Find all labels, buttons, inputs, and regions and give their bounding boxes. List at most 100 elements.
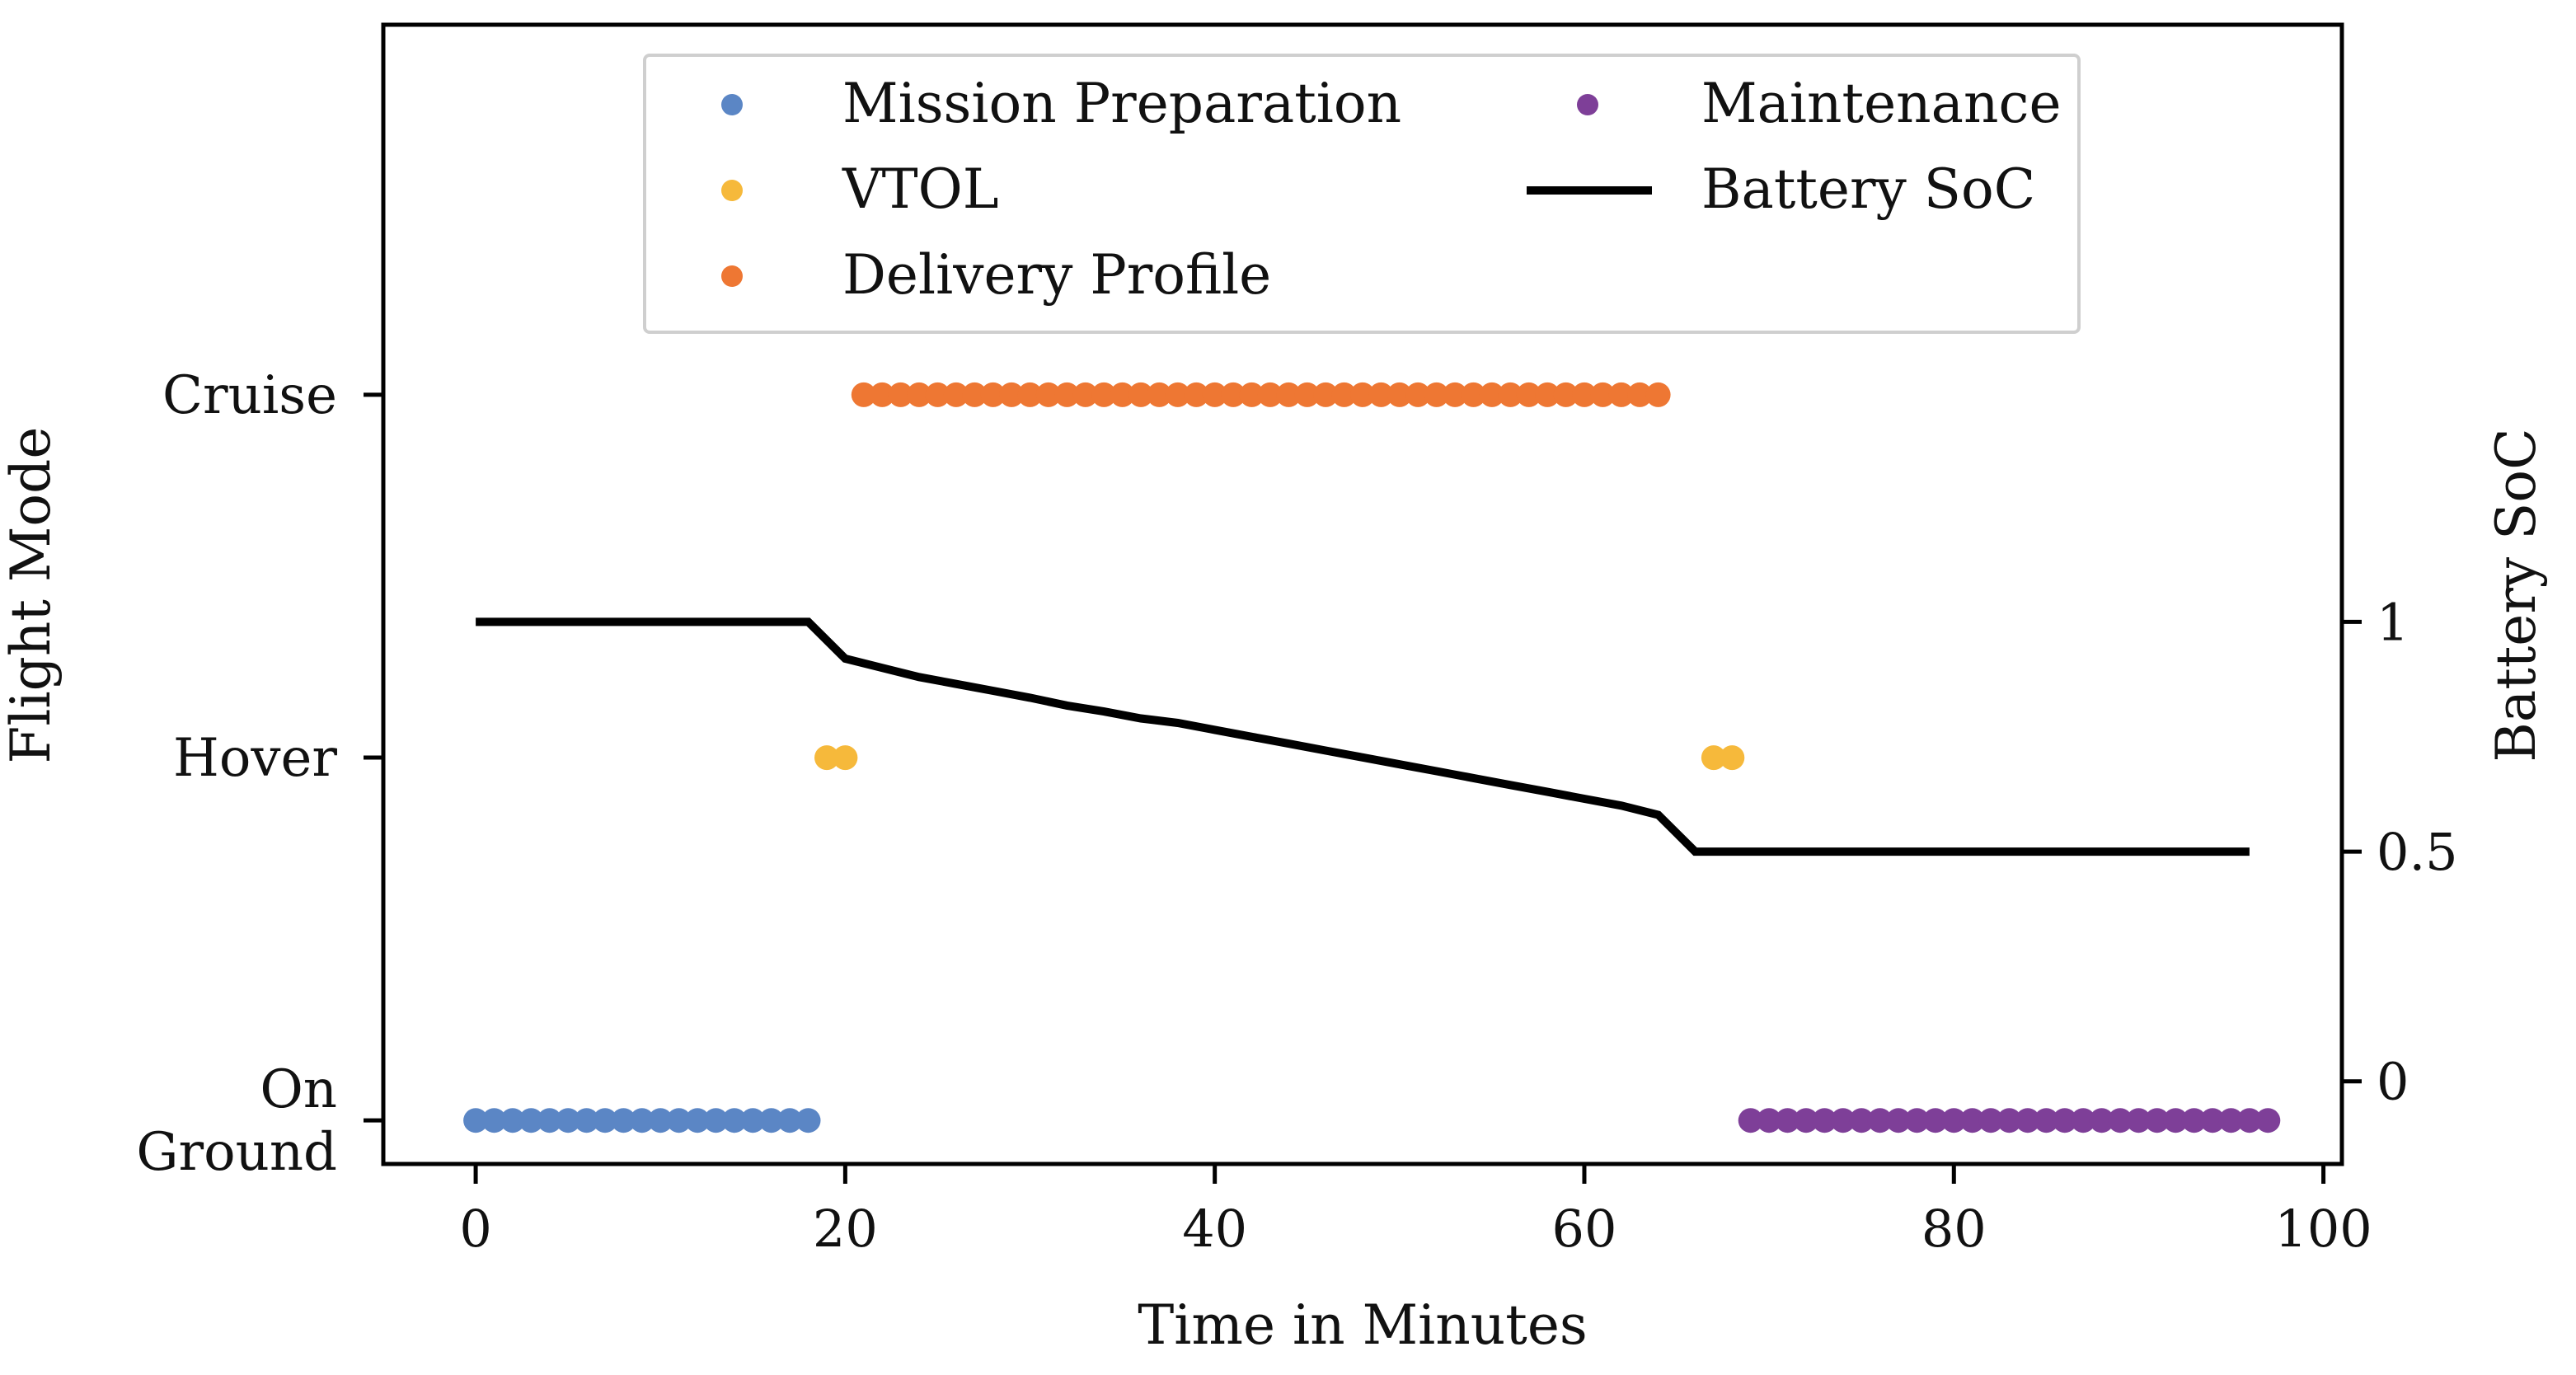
point-delivery-profile [1165, 382, 1190, 407]
point-maintenance [2108, 1108, 2133, 1133]
left-y-tick-label: On [260, 1059, 337, 1120]
point-maintenance [2163, 1108, 2189, 1133]
point-mission-preparation [593, 1108, 617, 1133]
point-mission-preparation [721, 1108, 747, 1133]
point-maintenance [1775, 1108, 1800, 1133]
point-delivery-profile [1294, 382, 1320, 407]
right-y-axis-label: Battery SoC [2485, 428, 2548, 762]
point-vtol [1701, 745, 1726, 771]
left-y-tick-label: Hover [173, 728, 337, 789]
point-delivery-profile [1239, 382, 1265, 407]
point-mission-preparation [648, 1108, 673, 1133]
point-vtol [1720, 745, 1745, 771]
point-delivery-profile [1147, 382, 1172, 407]
point-maintenance [2052, 1108, 2077, 1133]
legend-label-mission-preparation: Mission Preparation [842, 72, 1401, 135]
point-mission-preparation [556, 1108, 581, 1133]
x-tick-label: 0 [459, 1199, 491, 1259]
point-mission-preparation [574, 1108, 599, 1133]
point-maintenance [2200, 1108, 2226, 1133]
point-maintenance [2218, 1108, 2244, 1133]
point-mission-preparation [740, 1108, 766, 1133]
point-delivery-profile [1035, 382, 1061, 407]
point-mission-preparation [481, 1108, 507, 1133]
x-tick-label: 100 [2274, 1199, 2372, 1259]
point-delivery-profile [1331, 382, 1357, 407]
point-delivery-profile [1313, 382, 1339, 407]
point-maintenance [1867, 1108, 1893, 1133]
point-maintenance [2126, 1108, 2151, 1133]
x-axis-label: Time in Minutes [1138, 1293, 1588, 1357]
point-maintenance [1849, 1108, 1875, 1133]
legend-label-maintenance: Maintenance [1701, 72, 2062, 135]
point-delivery-profile [1516, 382, 1541, 407]
point-delivery-profile [1443, 382, 1468, 407]
point-maintenance [1757, 1108, 1782, 1133]
point-vtol [814, 745, 839, 771]
legend-label-vtol: VTOL [842, 157, 999, 221]
point-delivery-profile [1627, 382, 1653, 407]
point-delivery-profile [870, 382, 895, 407]
plot-frame [381, 22, 2344, 1166]
point-maintenance [2255, 1108, 2281, 1133]
point-maintenance [1886, 1108, 1911, 1133]
left-y-tick-label: Ground [136, 1122, 337, 1183]
point-delivery-profile [1110, 382, 1135, 407]
point-delivery-profile [1590, 382, 1616, 407]
point-mission-preparation [611, 1108, 636, 1133]
right-y-tick-label: 1 [2377, 592, 2409, 652]
point-delivery-profile [1184, 382, 1209, 407]
x-tick-label: 80 [1921, 1199, 1987, 1259]
point-maintenance [1922, 1108, 1948, 1133]
point-delivery-profile [1405, 382, 1431, 407]
point-delivery-profile [925, 382, 950, 407]
point-maintenance [2015, 1108, 2040, 1133]
x-tick-label: 60 [1552, 1199, 1617, 1259]
point-delivery-profile [1202, 382, 1227, 407]
point-maintenance [2089, 1108, 2114, 1133]
point-maintenance [1738, 1108, 1763, 1133]
point-mission-preparation [795, 1108, 821, 1133]
legend-box [643, 54, 2081, 334]
battery-soc-layer [476, 617, 2250, 856]
point-vtol [833, 745, 858, 771]
point-mission-preparation [518, 1108, 544, 1133]
point-delivery-profile [1257, 382, 1283, 407]
left-y-tick-label: Cruise [162, 365, 337, 426]
legend-marker-maintenance [1577, 94, 1598, 115]
point-delivery-profile [851, 382, 876, 407]
point-delivery-profile [1608, 382, 1634, 407]
point-mission-preparation [629, 1108, 655, 1133]
point-delivery-profile [1461, 382, 1486, 407]
point-delivery-profile [1424, 382, 1449, 407]
point-delivery-profile [1387, 382, 1412, 407]
right-y-tick-label: 0.5 [2377, 822, 2458, 882]
point-delivery-profile [1553, 382, 1579, 407]
point-mission-preparation [537, 1108, 562, 1133]
right-y-tick-label: 0 [2377, 1052, 2409, 1112]
legend-marker-delivery-profile [721, 265, 743, 287]
point-delivery-profile [1054, 382, 1080, 407]
point-maintenance [1904, 1108, 1930, 1133]
point-delivery-profile [907, 382, 931, 407]
point-maintenance [2034, 1108, 2059, 1133]
legend-marker-vtol [721, 180, 743, 201]
point-delivery-profile [1091, 382, 1117, 407]
left-y-axis-label: Flight Mode [0, 427, 63, 764]
point-mission-preparation [703, 1108, 729, 1133]
x-tick-label: 40 [1182, 1199, 1247, 1259]
point-maintenance [2181, 1108, 2207, 1133]
point-delivery-profile [1498, 382, 1523, 407]
point-delivery-profile [1572, 382, 1597, 407]
point-maintenance [1959, 1108, 1985, 1133]
point-maintenance [1978, 1108, 2004, 1133]
legend-marker-mission-preparation [721, 94, 743, 115]
battery-soc-line [476, 617, 2250, 856]
point-maintenance [1941, 1108, 1967, 1133]
legend-label-battery-soc: Battery SoC [1701, 157, 2035, 221]
point-maintenance [1997, 1108, 2022, 1133]
point-delivery-profile [1479, 382, 1504, 407]
point-mission-preparation [463, 1108, 489, 1133]
point-delivery-profile [943, 382, 969, 407]
